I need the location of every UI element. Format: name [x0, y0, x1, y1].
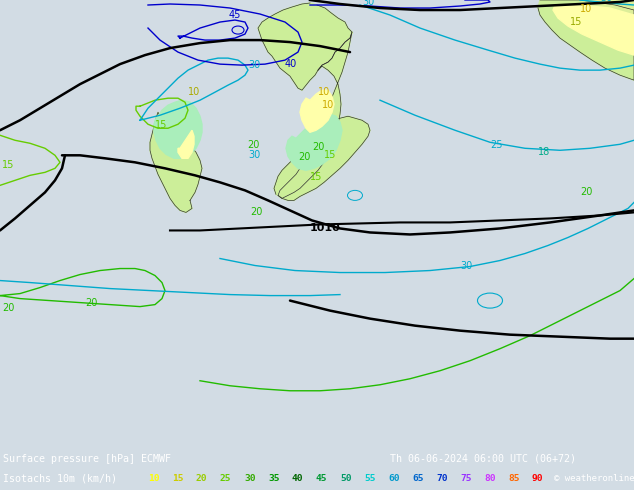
Text: 35: 35 — [268, 474, 280, 484]
Text: 30: 30 — [460, 261, 472, 270]
Text: 80: 80 — [484, 474, 496, 484]
Text: 10: 10 — [322, 100, 334, 110]
Text: 30: 30 — [244, 474, 256, 484]
Text: 10: 10 — [318, 87, 330, 97]
Text: 25: 25 — [220, 474, 231, 484]
Text: 20: 20 — [250, 207, 262, 218]
Text: 55: 55 — [364, 474, 375, 484]
Text: 45: 45 — [316, 474, 328, 484]
Text: 30: 30 — [362, 0, 374, 7]
Text: 20: 20 — [298, 152, 311, 162]
Text: 70: 70 — [436, 474, 448, 484]
Text: 45: 45 — [229, 10, 241, 20]
Polygon shape — [300, 90, 334, 132]
Polygon shape — [150, 112, 202, 213]
Text: © weatheronline.co.uk: © weatheronline.co.uk — [554, 474, 634, 484]
Polygon shape — [580, 0, 634, 30]
Polygon shape — [553, 5, 634, 55]
Text: 18: 18 — [538, 147, 550, 157]
Text: 20: 20 — [312, 142, 325, 152]
Text: 40: 40 — [292, 474, 304, 484]
Text: 10: 10 — [148, 474, 160, 484]
Text: 20: 20 — [2, 303, 15, 313]
Text: Th 06-06-2024 06:00 UTC (06+72): Th 06-06-2024 06:00 UTC (06+72) — [390, 454, 576, 464]
Polygon shape — [278, 32, 352, 198]
Polygon shape — [286, 114, 342, 171]
Text: 50: 50 — [340, 474, 351, 484]
Text: 10: 10 — [188, 87, 200, 97]
Text: 15: 15 — [310, 172, 322, 182]
Polygon shape — [178, 130, 194, 158]
Polygon shape — [258, 3, 352, 90]
Text: Isotachs 10m (km/h): Isotachs 10m (km/h) — [3, 474, 117, 484]
Polygon shape — [274, 116, 370, 200]
Text: 30: 30 — [248, 150, 260, 160]
Text: 25: 25 — [490, 140, 503, 150]
Text: 20: 20 — [85, 297, 98, 308]
Text: Surface pressure [hPa] ECMWF: Surface pressure [hPa] ECMWF — [3, 454, 171, 464]
Text: 75: 75 — [460, 474, 472, 484]
Text: 60: 60 — [388, 474, 399, 484]
Text: 10: 10 — [580, 4, 592, 14]
Text: 15: 15 — [172, 474, 183, 484]
Text: 20: 20 — [580, 187, 592, 197]
Text: 90: 90 — [532, 474, 543, 484]
Text: 20: 20 — [247, 140, 259, 150]
Text: 40: 40 — [285, 59, 297, 69]
Text: 15: 15 — [2, 160, 15, 171]
Text: 65: 65 — [412, 474, 424, 484]
Text: 15: 15 — [155, 120, 167, 130]
Text: 20: 20 — [196, 474, 207, 484]
Polygon shape — [154, 100, 202, 158]
Text: 30: 30 — [600, 0, 612, 3]
Polygon shape — [538, 0, 634, 80]
Text: 15: 15 — [324, 150, 337, 160]
Text: 30: 30 — [248, 60, 260, 70]
Text: 85: 85 — [508, 474, 519, 484]
Text: 15: 15 — [570, 17, 583, 27]
Text: 1010: 1010 — [310, 223, 340, 233]
